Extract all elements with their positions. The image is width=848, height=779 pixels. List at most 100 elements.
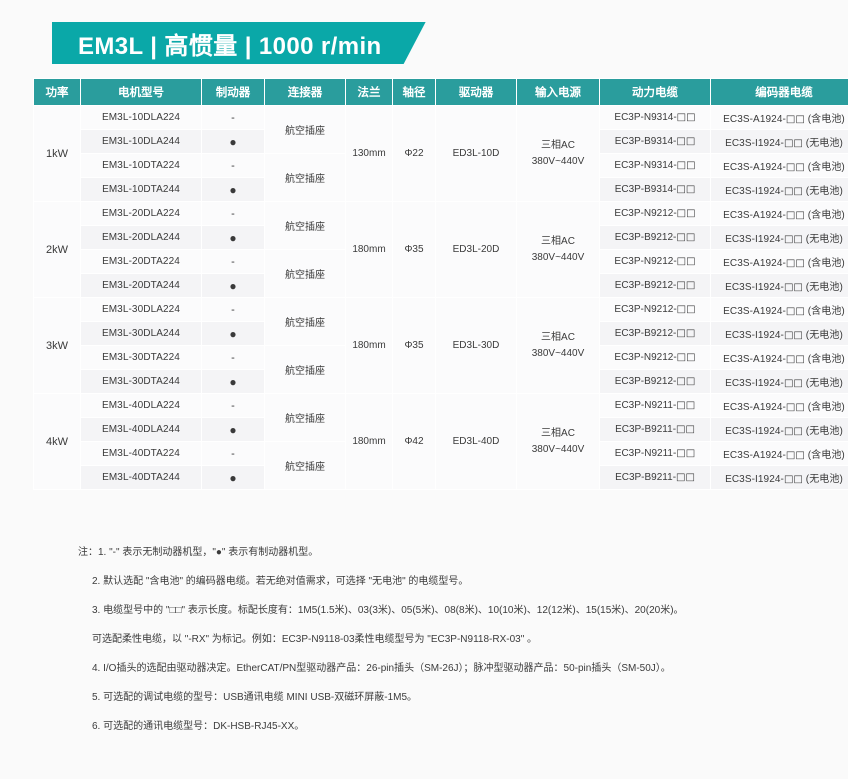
cell-power: 4kW [34, 394, 80, 489]
length-placeholder: □□ [676, 208, 696, 219]
cell-encoder-cable: EC3S-I1924-□□ (无电池) [711, 226, 848, 249]
cell-power-cable: EC3P-B9212-□□ [600, 226, 710, 249]
cell-connector: 航空插座 [265, 346, 345, 393]
input-power-voltage: 380V~440V [531, 251, 585, 263]
cell-connector: 航空插座 [265, 154, 345, 201]
cell-power-cable: EC3P-B9212-□□ [600, 274, 710, 297]
table-row: 1kW EM3L-10DLA224- 航空插座 130mm Φ22 ED3L-10D 三相A… [34, 106, 848, 201]
note-item-3: 3. 电缆型号中的 "□□" 表示长度。标配长度有：1M5(1.5米)、03(3… [92, 605, 684, 616]
length-placeholder: □□ [676, 280, 696, 291]
length-placeholder: □□ [783, 186, 803, 197]
length-placeholder: □□ [783, 138, 803, 149]
length-placeholder: □□ [785, 306, 805, 317]
cell-encoder-cable: EC3S-A1924-□□ (含电池) [711, 298, 848, 321]
column-header-driver: 驱动器 [436, 79, 516, 105]
cell-connector: 航空插座 [265, 442, 345, 489]
length-placeholder: □□ [676, 472, 695, 483]
length-placeholder: □□ [785, 114, 805, 125]
length-placeholder: □□ [676, 448, 696, 459]
length-placeholder: □□ [676, 424, 695, 435]
length-placeholder: □□ [785, 402, 805, 413]
cell-flange: 180mm [346, 202, 392, 297]
cell-power-cable: EC3P-B9314-□□ [600, 130, 710, 153]
cell-connector: 航空插座 [265, 202, 345, 249]
cell-power-cable: EC3P-N9314-□□ [600, 106, 710, 129]
length-placeholder: □□ [783, 330, 803, 341]
cell-encoder-cable: EC3S-I1924-□□ (无电池) [711, 322, 848, 345]
cell-input-power: 三相AC 380V~440V [517, 106, 599, 201]
cell-brake: - [202, 106, 264, 129]
cell-power-cable: EC3P-N9211-□□ [600, 394, 710, 417]
cell-brake: ● [202, 226, 264, 249]
note-item-6: 6. 可选配的通讯电缆型号：DK-HSB-RJ45-XX。 [92, 721, 305, 732]
table-row: EM3L-30DTA224- 航空插座 EC3P-N9212-□□ EC3S-A192… [34, 346, 848, 393]
table-row: EM3L-10DLA244 ● EC3P-B9314-□□ EC3S-I1924-□□… [34, 130, 848, 153]
cell-motor-model: EM3L-30DLA244 [81, 322, 201, 345]
cell-brake: ● [202, 322, 264, 345]
cell-brake: ● [202, 178, 264, 201]
column-header-shaft: 轴径 [393, 79, 435, 105]
cell-power-cable: EC3P-N9212-□□ [600, 202, 710, 225]
column-header-brake: 制动器 [202, 79, 264, 105]
length-placeholder: □□ [676, 328, 696, 339]
cell-encoder-cable: EC3S-A1924-□□ (含电池) [711, 250, 848, 273]
cell-connector: 航空插座 [265, 394, 345, 441]
cell-motor-model: EM3L-40DTA224 [81, 442, 201, 465]
length-placeholder: □□ [785, 258, 805, 269]
column-header-input-power: 输入电源 [517, 79, 599, 105]
cell-input-power: 三相AC 380V~440V [517, 298, 599, 393]
banner-area: EM3L | 高惯量 | 1000 r/min [30, 0, 818, 78]
cell-motor-model: EM3L-20DTA224 [81, 250, 201, 273]
length-placeholder: □□ [676, 184, 696, 195]
cell-input-power: 三相AC 380V~440V [517, 202, 599, 297]
length-placeholder: □□ [676, 256, 696, 267]
length-placeholder: □□ [785, 162, 805, 173]
cell-motor-model: EM3L-10DLA224 [81, 106, 201, 129]
cell-motor-model: EM3L-40DTA244 [81, 466, 201, 489]
table-row: EM3L-20DLA244 ● EC3P-B9212-□□ EC3S-I1924-□□… [34, 226, 848, 249]
cell-shaft: Φ22 [393, 106, 435, 201]
cell-brake: ● [202, 370, 264, 393]
length-placeholder: □□ [783, 234, 803, 245]
cell-power-cable: EC3P-B9212-□□ [600, 322, 710, 345]
length-placeholder: □□ [676, 304, 696, 315]
cell-connector: 航空插座 [265, 106, 345, 153]
cell-encoder-cable: EC3S-I1924-□□ (无电池) [711, 466, 848, 489]
cell-brake: ● [202, 418, 264, 441]
cell-driver: ED3L-20D [436, 202, 516, 297]
cell-input-power: 三相AC 380V~440V [517, 394, 599, 489]
cell-connector: 航空插座 [265, 250, 345, 297]
length-placeholder: □□ [783, 426, 803, 437]
cell-encoder-cable: EC3S-I1924-□□ (无电池) [711, 178, 848, 201]
column-header-power: 功率 [34, 79, 80, 105]
length-placeholder: □□ [783, 474, 803, 485]
cell-motor-model: EM3L-20DTA244 [81, 274, 201, 297]
cell-brake: - [202, 250, 264, 273]
table-header-row: 功率 电机型号 制动器 连接器 法兰 轴径 驱动器 输入电源 动力电缆 编码器电… [34, 79, 848, 105]
cell-shaft: Φ35 [393, 298, 435, 393]
cell-brake: ● [202, 466, 264, 489]
table-row: EM3L-10DTA224- 航空插座 EC3P-N9314-□□ EC3S-A192… [34, 154, 848, 201]
table-row: EM3L-40DTA224- 航空插座 EC3P-N9211-□□ EC3S-A192… [34, 442, 848, 489]
table-body: 1kW EM3L-10DLA224- 航空插座 130mm Φ22 ED3L-10D 三相A… [34, 106, 848, 489]
cell-encoder-cable: EC3S-A1924-□□ (含电池) [711, 106, 848, 129]
cell-driver: ED3L-40D [436, 394, 516, 489]
cell-power-cable: EC3P-B9211-□□ [600, 466, 710, 489]
table-row: EM3L-20DTA244 ● EC3P-B9212-□□ EC3S-I1924-□□… [34, 274, 848, 297]
cell-power: 2kW [34, 202, 80, 297]
cell-power-cable: EC3P-N9212-□□ [600, 346, 710, 369]
column-header-encoder-cable: 编码器电缆 [711, 79, 848, 105]
cell-power-cable: EC3P-N9211-□□ [600, 442, 710, 465]
cell-motor-model: EM3L-30DTA224 [81, 346, 201, 369]
specification-table: 功率 电机型号 制动器 连接器 法兰 轴径 驱动器 输入电源 动力电缆 编码器电… [33, 78, 848, 490]
cell-encoder-cable: EC3S-A1924-□□ (含电池) [711, 394, 848, 417]
cell-brake: - [202, 298, 264, 321]
column-header-power-cable: 动力电缆 [600, 79, 710, 105]
table-row: EM3L-30DLA244 ● EC3P-B9212-□□ EC3S-I1924-□□… [34, 322, 848, 345]
cell-brake: - [202, 154, 264, 177]
table-row: EM3L-20DTA224- 航空插座 EC3P-N9212-□□ EC3S-A192… [34, 250, 848, 297]
cell-power: 3kW [34, 298, 80, 393]
length-placeholder: □□ [785, 354, 805, 365]
cell-motor-model: EM3L-20DLA244 [81, 226, 201, 249]
